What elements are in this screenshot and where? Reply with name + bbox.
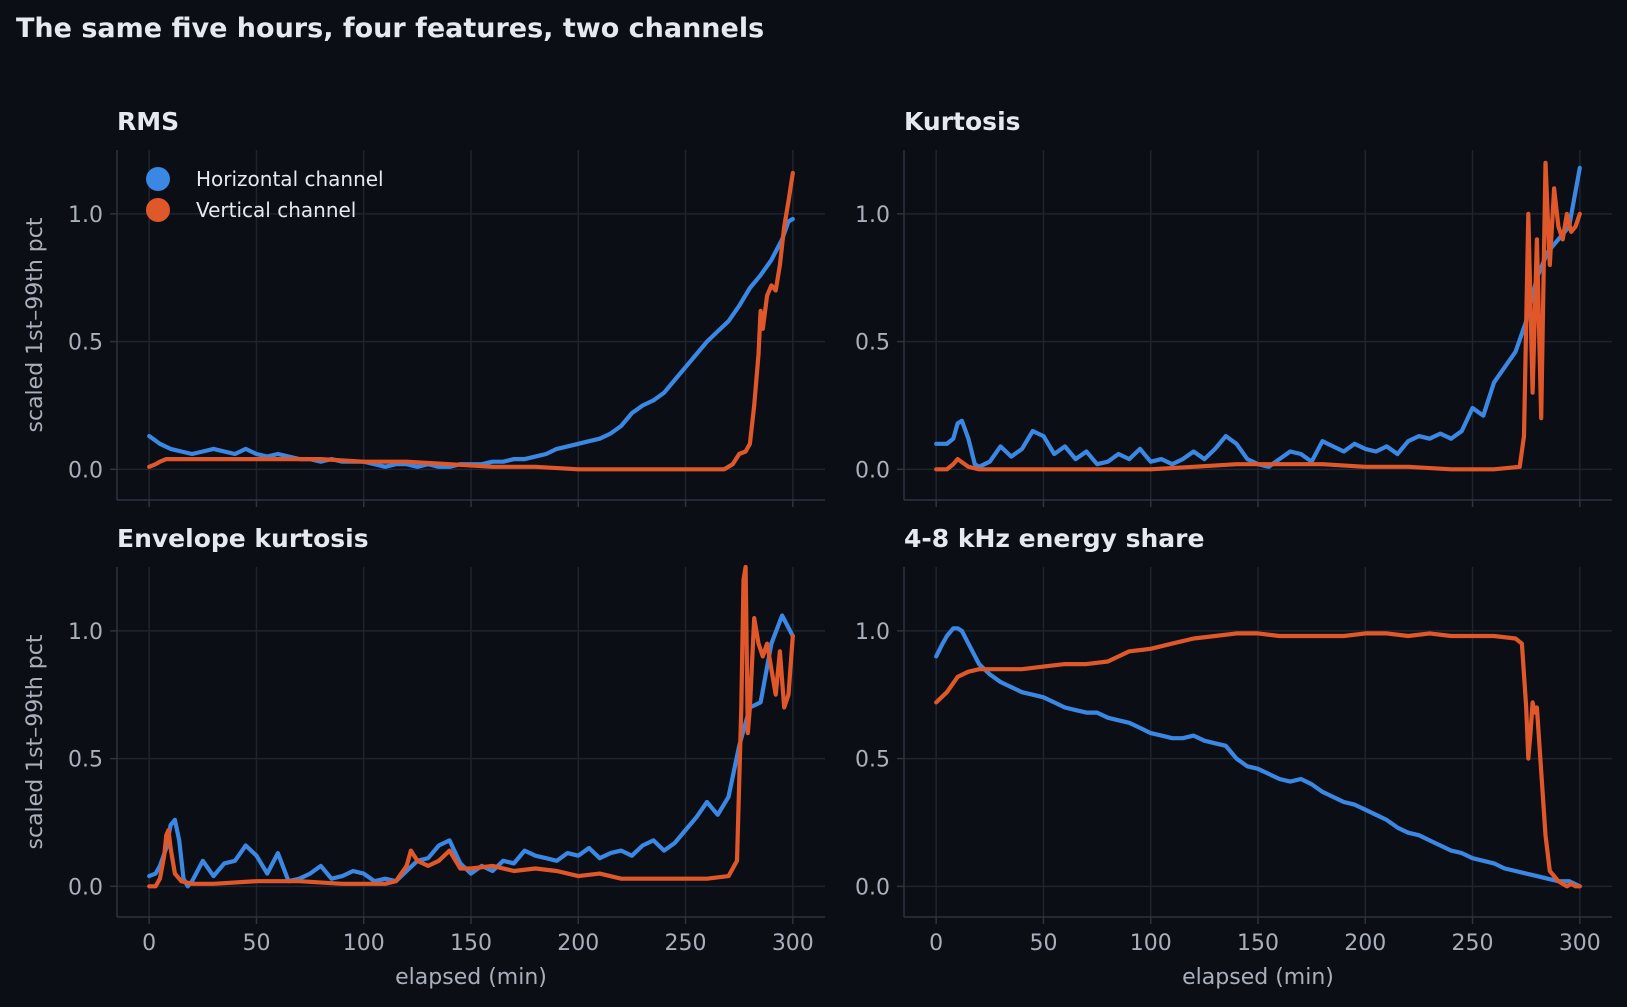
- horizontal-channel-line: [147, 613, 795, 889]
- x-tick-label: 150: [1237, 931, 1279, 956]
- x-tick-label: 0: [929, 931, 943, 956]
- panel-title: 4-8 kHz energy share: [904, 524, 1204, 553]
- panels: RMS 0.0 0.5 1.0 scaled 1st–99th pct Horizonta…: [23, 107, 1612, 990]
- chart-panel-1: RMS 0.0 0.5 1.0 scaled 1st–99th pct Horizonta…: [23, 107, 825, 507]
- x-tick-label: 200: [1344, 931, 1386, 956]
- x-tick-label: 100: [1130, 931, 1172, 956]
- x-tick-label: 300: [772, 931, 814, 956]
- y-tick-label: 0.5: [68, 331, 103, 356]
- y-tick-label: 0.0: [855, 458, 890, 483]
- x-tick-label: 50: [242, 931, 270, 956]
- panel-title: RMS: [117, 107, 179, 136]
- y-axis-label: scaled 1st–99th pct: [23, 634, 48, 849]
- legend-label: Horizontal channel: [196, 167, 384, 191]
- vertical-channel-line: [934, 160, 1582, 472]
- y-tick-label: 0.0: [855, 875, 890, 900]
- panel-title: Envelope kurtosis: [117, 524, 369, 553]
- legend: Horizontal channel Vertical channel: [146, 167, 384, 222]
- legend-marker: [146, 167, 170, 191]
- x-tick-label: 250: [1452, 931, 1494, 956]
- y-axis-label: scaled 1st–99th pct: [23, 217, 48, 432]
- y-tick-label: 0.5: [855, 748, 890, 773]
- vertical-channel-line: [147, 565, 795, 889]
- legend-label: Vertical channel: [196, 198, 356, 222]
- x-tick-label: 250: [665, 931, 707, 956]
- y-tick-label: 1.0: [855, 620, 890, 645]
- y-tick-label: 0.5: [68, 748, 103, 773]
- x-tick-label: 150: [450, 931, 492, 956]
- horizontal-channel-line: [934, 626, 1582, 889]
- panel-title: Kurtosis: [904, 107, 1021, 136]
- x-tick-label: 200: [557, 931, 599, 956]
- y-tick-label: 0.0: [68, 458, 103, 483]
- x-tick-label: 0: [142, 931, 156, 956]
- vertical-channel-line: [934, 631, 1582, 889]
- x-tick-label: 50: [1029, 931, 1057, 956]
- y-tick-label: 0.0: [68, 875, 103, 900]
- x-tick-label: 300: [1559, 931, 1601, 956]
- chart-panel-4: 4-8 kHz energy share 0 50 100 150 200 250 300 0.…: [855, 524, 1612, 990]
- legend-marker: [146, 198, 170, 222]
- y-tick-label: 1.0: [68, 203, 103, 228]
- y-tick-label: 1.0: [855, 203, 890, 228]
- chart-panel-3: Envelope kurtosis 0 50 100 150 200 250 300 0.0 0.…: [23, 524, 825, 990]
- x-axis-label: elapsed (min): [1182, 965, 1334, 990]
- y-tick-label: 0.5: [855, 331, 890, 356]
- chart-panel-2: Kurtosis 0.0 0.5 1.0: [855, 107, 1612, 507]
- x-tick-label: 100: [343, 931, 385, 956]
- figure-title: The same five hours, four features, two …: [16, 13, 764, 44]
- horizontal-channel-line: [934, 165, 1582, 469]
- vertical-channel-line: [147, 170, 795, 472]
- y-tick-label: 1.0: [68, 620, 103, 645]
- x-axis-label: elapsed (min): [395, 965, 547, 990]
